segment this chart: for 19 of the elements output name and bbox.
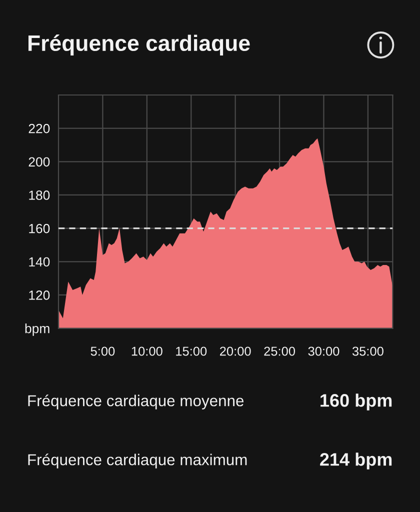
x-tick-label: 5:00 [90, 346, 115, 356]
x-tick-label: 25:00 [264, 346, 296, 356]
text: Fréquence cardiaque moyenne [28, 394, 244, 410]
x-tick-label: 15:00 [176, 346, 207, 356]
x-tick-label: 20:00 [220, 346, 251, 356]
text: Fréquence cardiaque maximum [28, 454, 247, 468]
y-tick-label: bpm [25, 324, 50, 336]
text: 214 bpm [320, 452, 392, 470]
y-tick-label: 160 [29, 224, 50, 234]
y-tick-label: 140 [29, 257, 50, 267]
y-tick-label: 180 [29, 190, 50, 200]
x-tick-label: 30:00 [308, 346, 340, 356]
y-tick-label: 220 [28, 124, 50, 134]
chart-title: Fréquence cardiaque [28, 34, 250, 56]
x-tick-label: 35:00 [352, 346, 384, 356]
text: 160 bpm [320, 394, 392, 410]
x-tick-label: 10:00 [132, 346, 162, 356]
y-tick-label: 200 [28, 157, 50, 167]
y-tick-label: 120 [29, 290, 50, 300]
